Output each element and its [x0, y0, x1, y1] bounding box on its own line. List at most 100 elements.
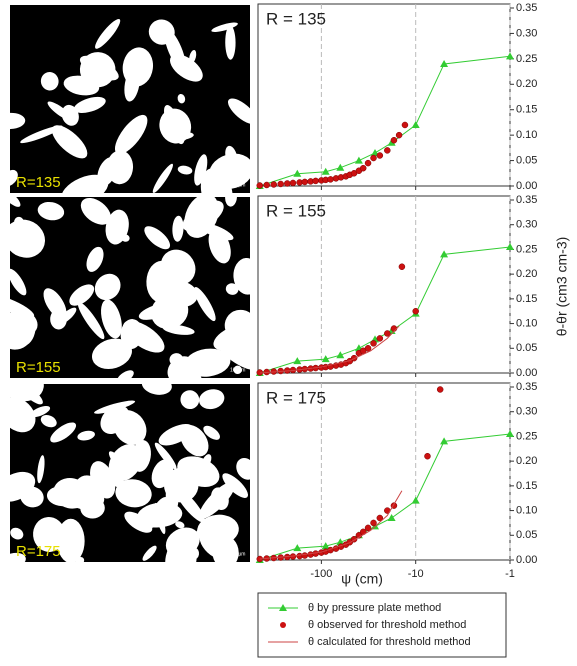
- pore: [47, 101, 73, 121]
- pore: [194, 154, 208, 186]
- circle-marker: [395, 131, 403, 139]
- pore: [10, 197, 21, 207]
- pore: [163, 467, 199, 503]
- pore: [236, 457, 250, 480]
- triangle-marker: [293, 544, 302, 552]
- triangle-marker: [321, 167, 330, 175]
- pore: [10, 169, 18, 187]
- circle-marker: [384, 147, 391, 154]
- pore: [37, 455, 45, 484]
- pore: [175, 521, 185, 529]
- pore: [141, 384, 172, 395]
- pore: [178, 532, 197, 562]
- circle-marker: [370, 154, 377, 162]
- triangle-marker: [506, 242, 514, 250]
- pore: [225, 283, 239, 295]
- y-axis-label: θ-θr (cm3 cm-3): [554, 237, 570, 337]
- circle-marker: [364, 524, 372, 532]
- pore: [160, 249, 196, 285]
- pore: [172, 215, 184, 242]
- pore: [97, 282, 109, 291]
- pore: [50, 422, 77, 443]
- circle-marker: [376, 152, 384, 159]
- circle-marker: [263, 181, 270, 189]
- y-tick-label: 0.10: [516, 504, 537, 516]
- legend-marker: [280, 622, 286, 628]
- y-tick-label: 0.30: [516, 406, 537, 418]
- circle-marker: [370, 340, 377, 347]
- pore: [69, 284, 95, 306]
- triangle-marker: [440, 59, 449, 67]
- y-tick-label: 0.20: [516, 455, 537, 467]
- image-label: R=175: [16, 543, 61, 560]
- pore: [10, 112, 26, 130]
- y-tick-label: 0.20: [516, 78, 537, 90]
- scale-label: 100µm: [230, 182, 245, 188]
- pore: [116, 370, 134, 378]
- series-line: [259, 325, 400, 374]
- scale-label: 100µm: [230, 551, 245, 557]
- pore: [10, 552, 26, 562]
- pore: [222, 473, 249, 498]
- pore: [184, 348, 231, 377]
- pore: [144, 226, 171, 250]
- y-tick-label: 0.15: [516, 480, 537, 492]
- circle-marker: [364, 345, 372, 352]
- pore: [114, 114, 148, 155]
- pore: [154, 442, 177, 470]
- circle-marker: [277, 180, 284, 188]
- triangle-marker: [506, 429, 514, 437]
- circle-marker: [359, 164, 367, 172]
- pore: [102, 472, 133, 493]
- scale-label: 100µm: [230, 367, 245, 373]
- circle-marker: [312, 177, 319, 185]
- plot-frame: [257, 195, 511, 374]
- pore: [95, 18, 121, 49]
- pore: [225, 197, 237, 207]
- circle-marker: [270, 181, 277, 188]
- pore: [227, 98, 250, 125]
- pore: [73, 96, 106, 113]
- circle-marker: [412, 307, 419, 315]
- micrograph: R=155 100µm: [10, 197, 250, 378]
- pore: [208, 527, 233, 545]
- panel-label: R = 155: [266, 201, 326, 220]
- y-tick-label: 0.15: [516, 104, 537, 116]
- triangle-marker: [354, 156, 363, 164]
- micrograph: R=135 100µm: [10, 5, 250, 193]
- pore: [51, 125, 88, 159]
- pore: [77, 302, 105, 340]
- pore: [61, 174, 109, 193]
- x-axis-label: ψ (cm): [341, 571, 383, 587]
- circle-marker: [401, 121, 409, 129]
- pore: [215, 339, 250, 370]
- triangle-marker: [411, 496, 420, 504]
- circle-marker: [424, 452, 431, 460]
- circle-marker: [370, 519, 377, 527]
- y-tick-label: 0.05: [516, 529, 537, 541]
- plot-frame: [257, 382, 511, 561]
- pore: [43, 288, 67, 319]
- pore: [94, 400, 136, 414]
- pore: [15, 311, 36, 346]
- triangle-marker: [336, 351, 345, 359]
- circle-marker: [398, 263, 406, 270]
- panel-label: R = 135: [266, 9, 326, 28]
- y-tick-label: 0.10: [516, 317, 537, 329]
- pore: [63, 498, 89, 510]
- pore: [180, 390, 200, 410]
- y-tick-label: 0.00: [516, 180, 537, 192]
- pore: [35, 522, 74, 544]
- pore: [10, 527, 24, 540]
- y-tick-label: 0.25: [516, 430, 537, 442]
- pore: [101, 299, 122, 339]
- pore: [30, 405, 51, 418]
- pore: [19, 384, 43, 405]
- series-line: [259, 490, 403, 560]
- triangle-marker: [440, 250, 449, 258]
- pore: [177, 93, 186, 104]
- pore: [40, 415, 57, 428]
- y-tick-label: 0.20: [516, 268, 537, 280]
- pore: [199, 481, 236, 519]
